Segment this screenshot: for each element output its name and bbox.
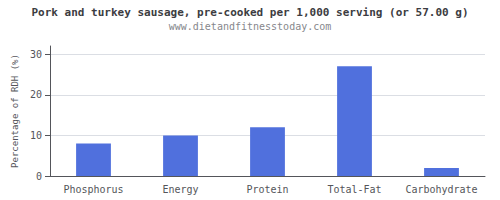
svg-text:www.dietandfitnesstoday.com: www.dietandfitnesstoday.com bbox=[169, 21, 332, 32]
svg-text:30: 30 bbox=[30, 49, 42, 60]
svg-text:Percentage of RDH (%): Percentage of RDH (%) bbox=[10, 54, 20, 168]
svg-text:Protein: Protein bbox=[246, 184, 288, 195]
svg-text:10: 10 bbox=[30, 130, 42, 141]
svg-text:Carbohydrate: Carbohydrate bbox=[405, 184, 477, 195]
svg-text:Phosphorus: Phosphorus bbox=[63, 184, 123, 195]
svg-text:Pork and turkey sausage, pre-c: Pork and turkey sausage, pre-cooked per … bbox=[31, 6, 468, 19]
svg-text:Total-Fat: Total-Fat bbox=[327, 184, 381, 195]
svg-text:20: 20 bbox=[30, 89, 42, 100]
svg-text:0: 0 bbox=[36, 171, 42, 182]
svg-text:Energy: Energy bbox=[162, 184, 198, 195]
